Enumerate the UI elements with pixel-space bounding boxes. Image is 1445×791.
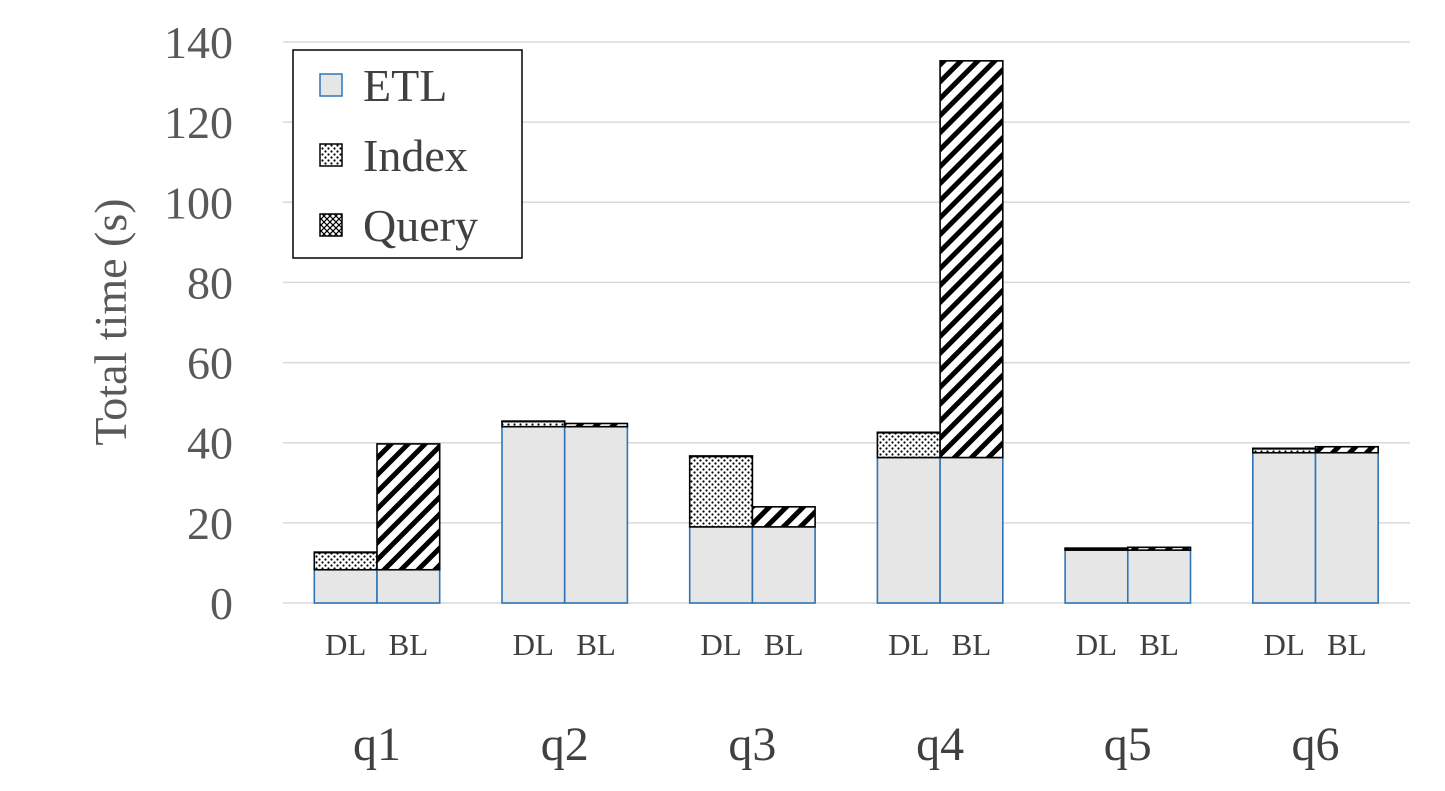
bar-label-q5-DL: DL bbox=[1076, 627, 1117, 662]
bar-q4-BL-query bbox=[939, 60, 1004, 459]
bar-label-q2-DL: DL bbox=[513, 627, 554, 662]
bar-q3-DL-etl bbox=[688, 526, 754, 604]
bar-q4-DL-index bbox=[876, 431, 941, 459]
bar-q5-BL-query bbox=[1127, 546, 1192, 551]
bar-q4-BL-etl bbox=[939, 456, 1004, 604]
bar-q1-DL-query bbox=[313, 551, 378, 554]
y-tick-label-80: 80 bbox=[187, 257, 233, 308]
bar-q5-DL-etl bbox=[1064, 549, 1129, 604]
bar-label-q6-BL: BL bbox=[1327, 627, 1367, 662]
legend-swatch-index bbox=[319, 143, 343, 167]
bar-label-q1-DL: DL bbox=[325, 627, 366, 662]
bar-label-q6-DL: DL bbox=[1263, 627, 1304, 662]
bar-q2-BL-query bbox=[563, 422, 629, 428]
y-axis-title: Total time (s) bbox=[85, 198, 136, 445]
bar-group-q6 bbox=[1252, 445, 1380, 604]
bar-q4-DL-query bbox=[876, 431, 941, 434]
group-label-q5: q5 bbox=[1104, 718, 1152, 771]
bar-group-q2 bbox=[501, 420, 629, 604]
bar-group-q4 bbox=[876, 60, 1004, 604]
bar-group-q5 bbox=[1064, 546, 1192, 604]
x-axis-labels: DL BL q1 DL BL q2 DL BL q3 DL BL q4 DL BL q5 DL BL q6 bbox=[325, 627, 1367, 771]
bar-label-q3-DL: DL bbox=[700, 627, 741, 662]
bar-q3-BL-etl bbox=[751, 526, 816, 604]
legend-label-etl: ETL bbox=[363, 60, 447, 111]
y-tick-label-40: 40 bbox=[187, 418, 233, 469]
bars bbox=[313, 60, 1380, 604]
bar-q2-BL-etl bbox=[563, 425, 629, 604]
bar-q3-DL-index bbox=[688, 455, 754, 528]
legend: ETL Index Query bbox=[292, 49, 523, 259]
bar-q3-DL-query bbox=[688, 455, 754, 458]
bar-label-q4-DL: DL bbox=[888, 627, 929, 662]
bar-q6-DL-query bbox=[1252, 447, 1317, 450]
bar-label-q3-BL: BL bbox=[764, 627, 804, 662]
bar-q3-BL-query bbox=[751, 506, 816, 528]
legend-swatch-query bbox=[319, 213, 343, 237]
y-tick-label-20: 20 bbox=[187, 498, 233, 549]
legend-swatch-etl bbox=[319, 73, 343, 97]
bar-q6-BL-etl bbox=[1314, 451, 1380, 604]
bar-label-q1-BL: BL bbox=[389, 627, 429, 662]
bar-q2-DL-etl bbox=[501, 425, 566, 604]
bar-group-q1 bbox=[313, 443, 441, 604]
group-label-q2: q2 bbox=[541, 718, 589, 771]
group-label-q6: q6 bbox=[1292, 718, 1340, 771]
bar-q6-DL-etl bbox=[1252, 451, 1317, 604]
legend-label-index: Index bbox=[363, 130, 468, 181]
group-label-q1: q1 bbox=[353, 718, 401, 771]
bar-label-q5-BL: BL bbox=[1139, 627, 1179, 662]
legend-label-query: Query bbox=[363, 200, 478, 251]
y-tick-label-120: 120 bbox=[164, 97, 233, 148]
bar-q2-DL-query bbox=[501, 420, 566, 423]
y-axis-ticks: 0 20 40 60 80 100 120 140 bbox=[164, 17, 233, 629]
bar-q1-DL-index bbox=[313, 551, 378, 571]
y-tick-label-60: 60 bbox=[187, 338, 233, 389]
bar-q6-BL-query bbox=[1314, 445, 1380, 454]
bar-group-q3 bbox=[688, 455, 816, 604]
group-label-q3: q3 bbox=[728, 718, 776, 771]
bar-label-q2-BL: BL bbox=[576, 627, 616, 662]
bar-q1-DL-etl bbox=[313, 568, 378, 604]
bar-q1-BL-query bbox=[376, 443, 441, 571]
y-tick-label-100: 100 bbox=[164, 177, 233, 228]
y-tick-label-140: 140 bbox=[164, 17, 233, 68]
bar-q5-DL-query bbox=[1064, 547, 1129, 550]
y-tick-label-0: 0 bbox=[210, 578, 233, 629]
group-label-q4: q4 bbox=[916, 718, 964, 771]
bar-label-q4-BL: BL bbox=[952, 627, 992, 662]
bar-q1-BL-etl bbox=[376, 568, 441, 604]
bar-q4-DL-etl bbox=[876, 456, 941, 604]
bar-q5-BL-etl bbox=[1127, 549, 1192, 604]
